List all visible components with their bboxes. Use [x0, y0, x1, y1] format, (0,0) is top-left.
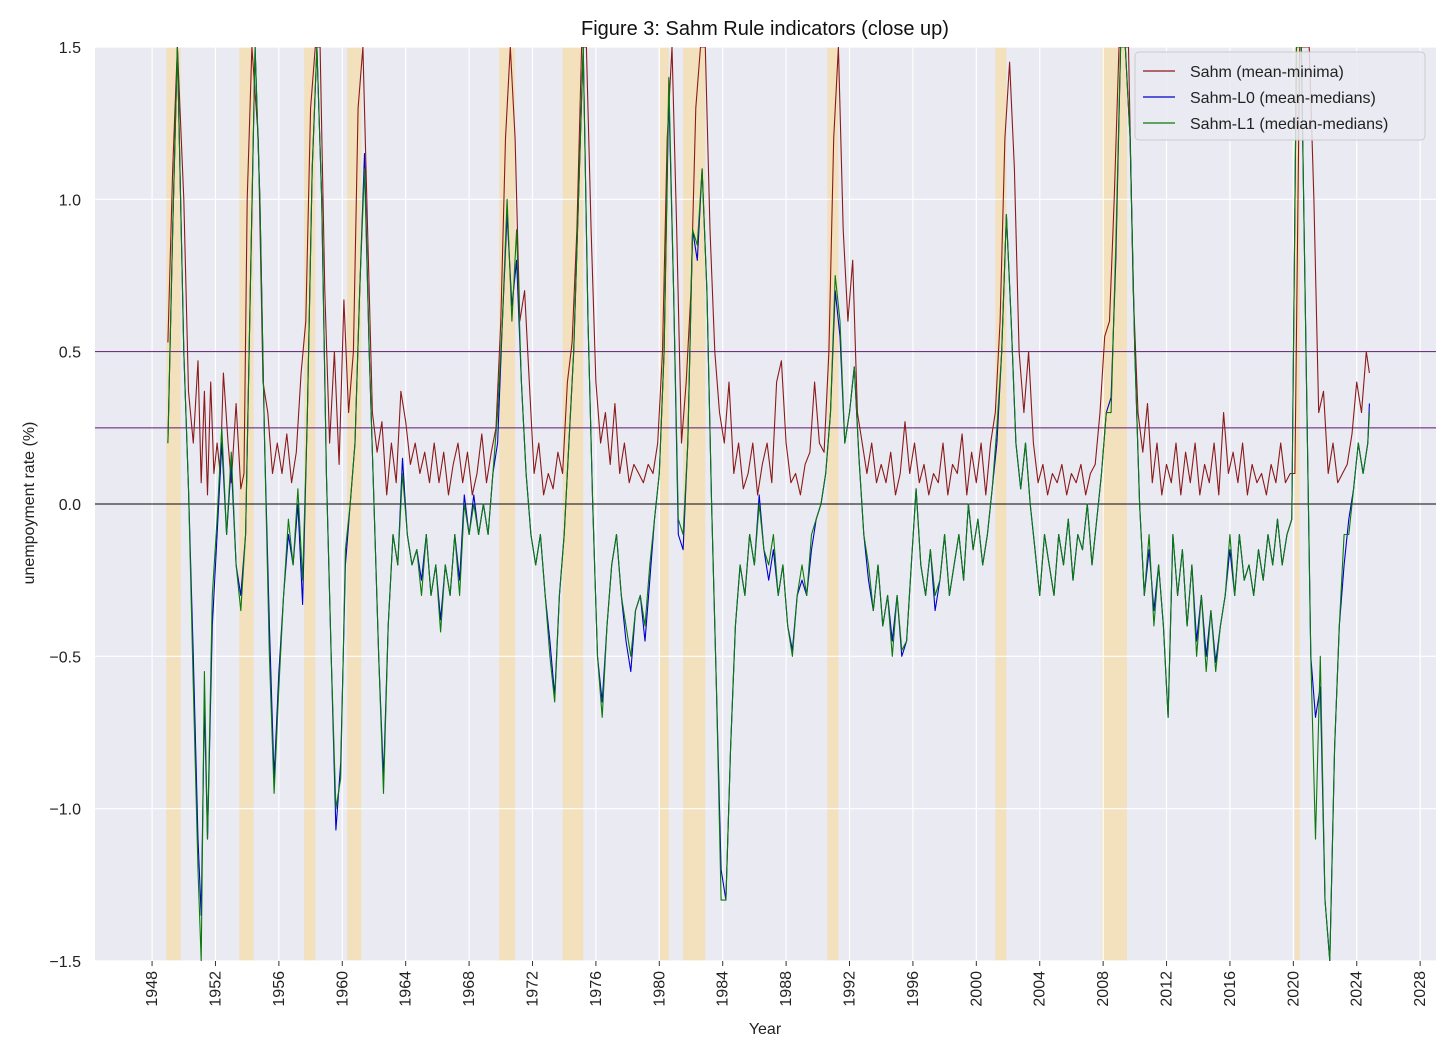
x-axis-label: Year — [749, 1021, 782, 1038]
x-tick-label: 1976 — [588, 971, 605, 1007]
y-axis-ticks: −1.5 −1.0 −0.5 0.0 0.5 1.0 1.5 — [49, 40, 81, 971]
x-axis-ticks: 1948 1952 1956 1960 1964 1968 1972 1976 1980 1984… — [144, 961, 1429, 1007]
y-axis-label: unempoyment rate (%) — [21, 422, 38, 585]
reference-lines — [95, 351, 1436, 505]
y-tick-label: −1.5 — [49, 954, 81, 971]
legend: Sahm (mean-minima) Sahm-L0 (mean-medians… — [1134, 51, 1426, 141]
x-tick-label: 2024 — [1349, 971, 1366, 1007]
x-tick-label: 2028 — [1412, 971, 1429, 1007]
legend-box — [1134, 51, 1426, 141]
x-tick-label: 2000 — [968, 971, 985, 1007]
y-tick-label: 0.0 — [59, 497, 81, 514]
x-tick-label: 1960 — [334, 971, 351, 1007]
x-tick-label: 1948 — [144, 971, 161, 1007]
x-tick-label: 2016 — [1222, 971, 1239, 1007]
x-tick-label: 1952 — [207, 971, 224, 1007]
legend-label-sahm-l0: Sahm-L0 (mean-medians) — [1190, 90, 1376, 107]
x-tick-label: 1972 — [524, 971, 541, 1007]
series-sahm-l1-line — [167, 47, 1370, 961]
y-tick-label: 0.5 — [59, 345, 81, 362]
x-tick-label: 2020 — [1285, 971, 1302, 1007]
x-tick-label: 2012 — [1159, 971, 1176, 1007]
x-tick-label: 2004 — [1032, 971, 1049, 1007]
series-sahm-line — [167, 47, 1370, 496]
legend-label-sahm: Sahm (mean-minima) — [1190, 64, 1344, 81]
x-tick-label: 1980 — [651, 971, 668, 1007]
y-tick-label: −0.5 — [49, 649, 81, 666]
series-lines — [167, 47, 1370, 961]
x-tick-label: 1956 — [271, 971, 288, 1007]
x-tick-label: 1964 — [398, 971, 415, 1007]
x-tick-label: 1968 — [461, 971, 478, 1007]
x-tick-label: 1984 — [715, 971, 732, 1007]
y-tick-label: −1.0 — [49, 802, 81, 819]
y-tick-label: 1.5 — [59, 40, 81, 57]
legend-label-sahm-l1: Sahm-L1 (median-medians) — [1190, 116, 1388, 133]
x-tick-label: 2008 — [1095, 971, 1112, 1007]
chart-title: Figure 3: Sahm Rule indicators (close up… — [581, 18, 949, 40]
x-tick-label: 1992 — [842, 971, 859, 1007]
x-tick-label: 1988 — [778, 971, 795, 1007]
y-tick-label: 1.0 — [59, 192, 81, 209]
x-tick-label: 1996 — [905, 971, 922, 1007]
